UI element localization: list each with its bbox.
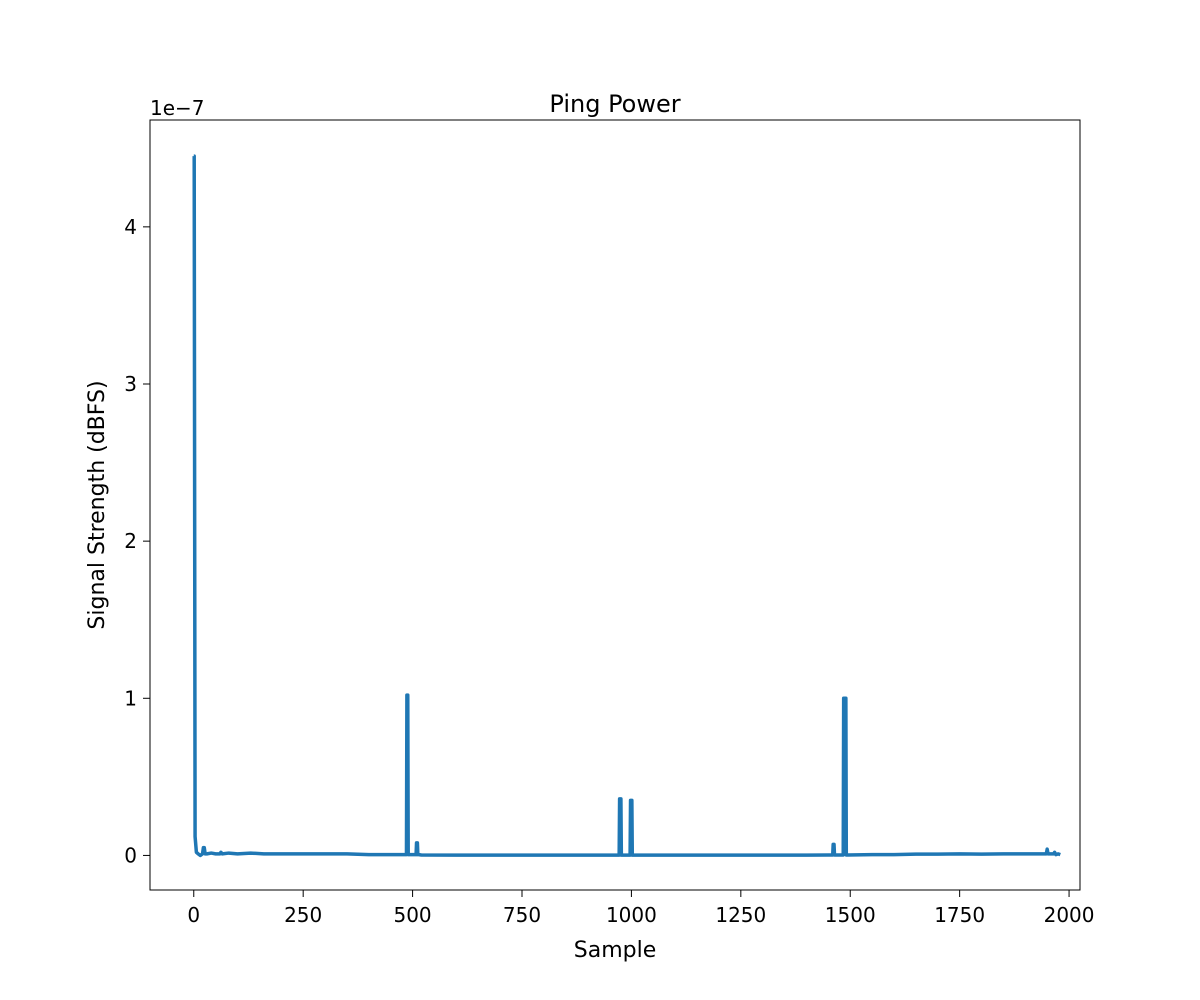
x-tick-label: 500	[393, 903, 431, 927]
x-axis-ticks: 0 250 500 750 1000 1250 1500 1750 2000	[187, 890, 1095, 927]
x-tick-label: 250	[284, 903, 322, 927]
x-axis-label: Sample	[574, 938, 657, 963]
y-axis-offset-label: 1e−7	[150, 96, 205, 120]
plot-frame	[149, 119, 1081, 891]
y-tick-label: 4	[124, 215, 137, 239]
x-tick-label: 2000	[1044, 903, 1095, 927]
y-axis-label: Signal Strength (dBFS)	[85, 380, 110, 629]
y-tick-label: 1	[124, 686, 137, 710]
chart-title: Ping Power	[549, 90, 680, 118]
y-axis-ticks: 0 1 2 3 4	[124, 215, 150, 867]
x-tick-label: 750	[503, 903, 541, 927]
y-tick-label: 0	[124, 843, 137, 867]
x-tick-label: 1750	[934, 903, 985, 927]
x-tick-label: 1000	[606, 903, 657, 927]
series-line-0	[192, 154, 1061, 858]
x-tick-label: 0	[187, 903, 200, 927]
plot-area	[192, 154, 1061, 858]
x-tick-label: 1250	[715, 903, 766, 927]
y-tick-label: 3	[124, 372, 137, 396]
y-tick-label: 2	[124, 529, 137, 553]
x-tick-label: 1500	[825, 903, 876, 927]
